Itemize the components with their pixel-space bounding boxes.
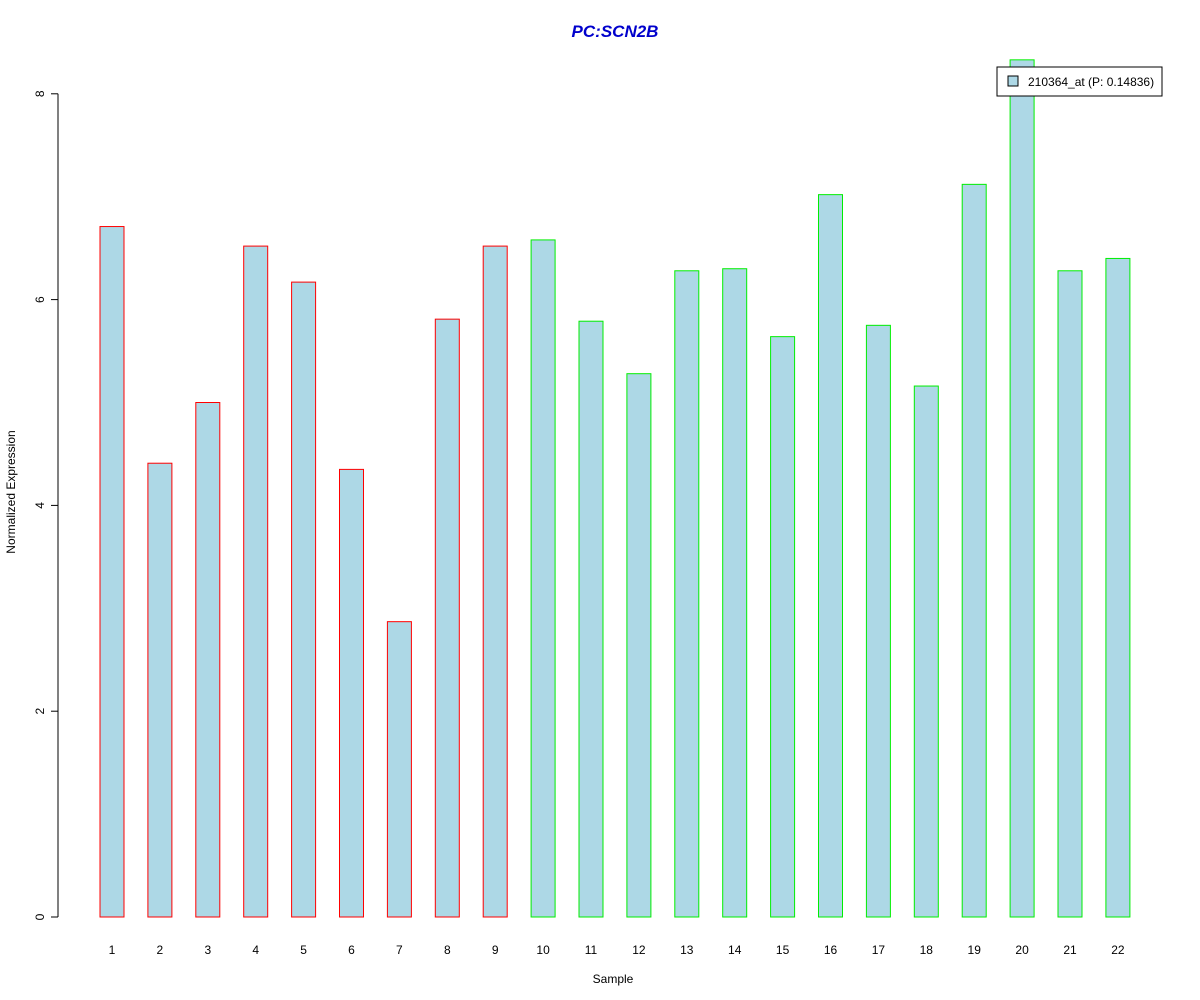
bar-sample-5 [291,281,317,918]
y-axis: 0 2 4 6 8 [33,90,59,920]
x-tick-label: 4 [252,943,259,957]
y-tick-label: 8 [33,90,47,97]
bar-sample-18 [913,385,939,918]
x-tick-label: 13 [680,943,694,957]
bar-sample-17 [865,324,891,918]
x-tick-label: 11 [585,943,598,957]
x-tick-label: 8 [444,943,451,957]
x-tick-label: 20 [1015,943,1029,957]
bar-sample-22 [1105,257,1131,918]
legend-label: 210364_at (P: 0.14836) [1028,75,1154,89]
x-tick-label: 17 [872,943,886,957]
y-tick-label: 4 [33,502,47,509]
x-tick-label: 5 [300,943,307,957]
bar-sample-13 [674,270,700,918]
x-tick-label: 9 [492,943,499,957]
x-tick-label: 15 [776,943,790,957]
x-tick-label: 2 [157,943,164,957]
bar-sample-4 [243,245,269,918]
bar-sample-21 [1057,270,1083,918]
bar-sample-3 [195,402,221,918]
x-tick-label: 3 [204,943,211,957]
x-tick-label: 1 [109,943,116,957]
legend-box [996,66,1163,97]
bar-sample-8 [434,318,460,918]
bar-sample-19 [961,183,987,918]
bar-sample-12 [626,373,652,918]
bar-sample-7 [386,621,412,918]
x-tick-label: 21 [1063,943,1077,957]
x-tick-label: 6 [348,943,355,957]
chart-title: PC:SCN2B [572,22,659,41]
y-tick-label: 2 [33,708,47,715]
bar-group [99,59,1131,918]
x-tick-label: 18 [920,943,934,957]
x-tick-label: 14 [728,943,742,957]
bar-sample-9 [482,245,508,918]
legend-swatch [1007,75,1019,87]
bar-sample-1 [99,226,125,918]
bar-sample-20 [1009,59,1035,918]
x-tick-label: 7 [396,943,403,957]
bar-sample-16 [818,194,843,918]
y-axis-label: Normalized Expression [4,430,18,553]
y-tick-label: 6 [33,296,47,303]
bar-sample-2 [147,462,173,918]
bar-sample-14 [722,268,748,918]
y-tick-label: 0 [33,913,47,920]
x-tick-label: 16 [824,943,838,957]
x-tick-label: 19 [968,943,982,957]
bar-sample-10 [530,239,556,918]
x-tick-labels: 1 2 3 4 5 6 7 8 9 10 11 12 13 14 15 16 17 18 19 20 21 22 [109,943,1125,957]
bar-sample-6 [339,468,364,918]
x-tick-label: 10 [536,943,550,957]
bar-sample-15 [770,336,796,918]
x-tick-label: 22 [1111,943,1125,957]
bar-sample-11 [578,320,604,918]
x-tick-label: 12 [632,943,646,957]
x-axis-label: Sample [593,972,634,986]
legend: 210364_at (P: 0.14836) [996,66,1163,97]
